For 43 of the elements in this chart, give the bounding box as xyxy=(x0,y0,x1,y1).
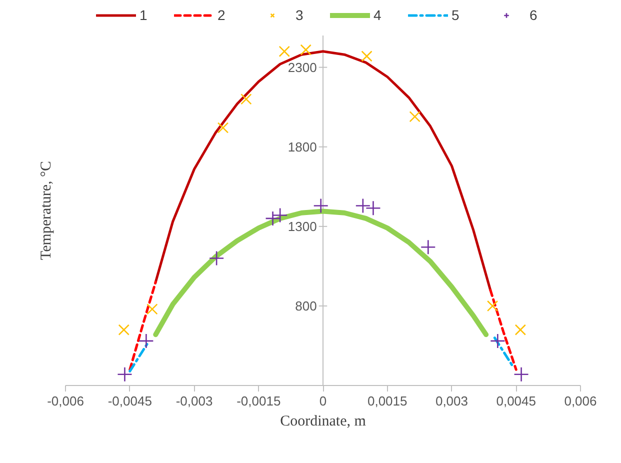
x-axis-title: Coordinate, m xyxy=(280,414,366,430)
point xyxy=(117,366,132,382)
point xyxy=(514,366,529,382)
point xyxy=(146,304,158,315)
legend-label: 1 xyxy=(140,7,148,23)
point xyxy=(240,94,252,105)
point xyxy=(486,300,498,312)
y-tick-label: 2300 xyxy=(288,60,317,75)
y-tick-label: 1800 xyxy=(288,139,317,154)
y-axis-title: Temperature, °C xyxy=(38,160,54,260)
point xyxy=(355,198,371,214)
point xyxy=(272,208,288,223)
point xyxy=(265,210,280,226)
point xyxy=(409,111,420,122)
x-tick-label: -0,006 xyxy=(47,394,84,408)
x-tick-label: -0,0045 xyxy=(108,394,152,408)
point xyxy=(138,333,154,349)
x-tick-label: 0,006 xyxy=(564,394,597,408)
point xyxy=(118,324,130,336)
x-tick-label: 0,003 xyxy=(435,394,468,408)
point xyxy=(361,50,372,62)
point xyxy=(300,44,312,56)
legend-label: 5 xyxy=(452,7,460,23)
x-tick-label: 0,0045 xyxy=(496,394,536,408)
point xyxy=(208,250,224,266)
y-tick-label: 800 xyxy=(295,298,317,314)
x-tick-label: -0,0015 xyxy=(236,394,281,408)
point xyxy=(490,333,506,349)
legend-label: 6 xyxy=(530,7,538,23)
point xyxy=(217,122,229,134)
point xyxy=(514,324,526,336)
point xyxy=(366,200,381,216)
point xyxy=(420,239,436,255)
legend-label: 2 xyxy=(218,7,226,23)
y-tick-label: 1300 xyxy=(288,218,317,234)
point xyxy=(278,46,290,58)
x-tick-label: -0,003 xyxy=(176,394,213,408)
legend-label: 4 xyxy=(374,7,382,23)
line-series xyxy=(154,50,492,292)
x-tick-label: 0,0015 xyxy=(367,394,408,408)
point xyxy=(313,198,329,214)
x-tick-label: 0 xyxy=(319,394,327,408)
legend-label: 3 xyxy=(296,7,304,23)
